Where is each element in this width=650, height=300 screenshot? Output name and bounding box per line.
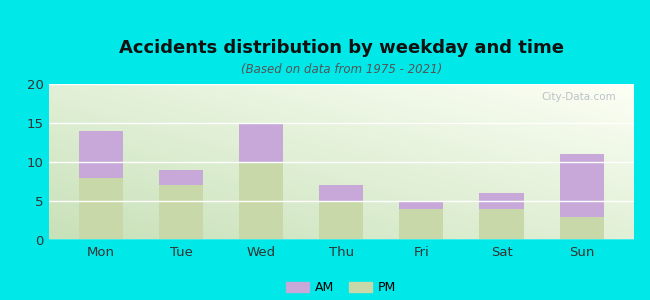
Bar (239, 162, 283, 240)
Text: City-Data.com: City-Data.com (541, 92, 616, 102)
Bar (560, 154, 604, 217)
Bar (560, 217, 604, 240)
Bar (159, 170, 203, 185)
Bar (79, 131, 123, 178)
Text: (Based on data from 1975 - 2021): (Based on data from 1975 - 2021) (240, 63, 442, 76)
Bar (399, 209, 443, 240)
Bar (79, 178, 123, 240)
Bar (239, 123, 283, 162)
Bar (159, 185, 203, 240)
Bar (480, 193, 523, 209)
Title: Accidents distribution by weekday and time: Accidents distribution by weekday and ti… (119, 39, 564, 57)
Bar (319, 185, 363, 201)
Bar (399, 201, 443, 209)
Legend: AM, PM: AM, PM (281, 276, 401, 299)
Bar (480, 209, 523, 240)
Bar (319, 201, 363, 240)
